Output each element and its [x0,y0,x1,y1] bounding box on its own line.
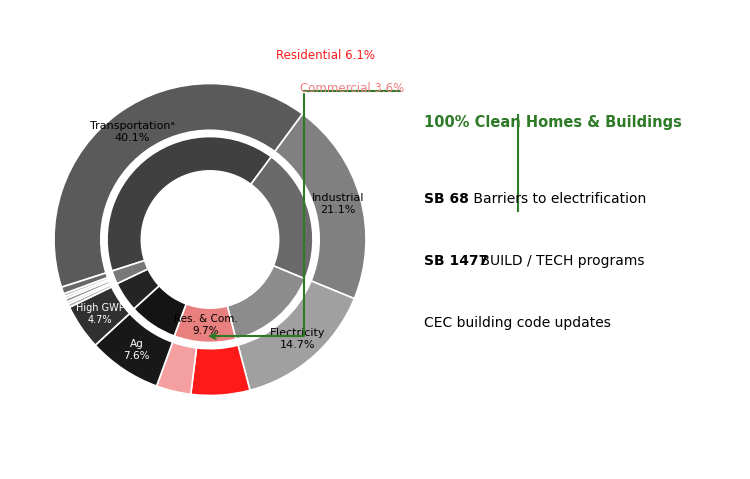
Text: Industrial
21.1%: Industrial 21.1% [311,193,364,215]
Wedge shape [251,157,313,279]
Text: Residential 6.1%: Residential 6.1% [275,49,374,62]
Wedge shape [95,313,172,386]
Wedge shape [64,279,109,299]
Text: CEC building code updates: CEC building code updates [424,316,610,330]
Wedge shape [190,345,250,396]
Text: BUILD / TECH programs: BUILD / TECH programs [476,254,645,268]
Text: Electricity
14.7%: Electricity 14.7% [270,328,326,350]
Wedge shape [70,287,130,345]
Wedge shape [274,114,366,298]
Text: Commercial 3.6%: Commercial 3.6% [301,82,405,95]
Text: High GWP
4.7%: High GWP 4.7% [76,303,124,325]
Wedge shape [64,277,108,297]
Wedge shape [227,266,305,339]
Wedge shape [238,281,354,390]
Wedge shape [68,285,112,307]
Text: Res. & Com.
9.7%: Res. & Com. 9.7% [174,314,238,336]
Text: Barriers to electrification: Barriers to electrification [469,192,646,205]
Wedge shape [62,273,107,294]
Wedge shape [117,269,159,309]
Wedge shape [54,83,302,287]
Wedge shape [134,285,186,336]
Wedge shape [107,137,272,271]
Text: 100% Clean Homes & Buildings: 100% Clean Homes & Buildings [424,115,682,130]
Wedge shape [67,283,110,304]
Text: Ag
7.6%: Ag 7.6% [123,339,150,361]
Text: SB 1477: SB 1477 [424,254,488,268]
Wedge shape [66,281,110,302]
Wedge shape [157,342,196,394]
Text: Transportationᵃ
40.1%: Transportationᵃ 40.1% [90,121,175,143]
Text: SB 68: SB 68 [424,192,469,205]
Wedge shape [174,304,236,342]
Wedge shape [112,261,148,284]
